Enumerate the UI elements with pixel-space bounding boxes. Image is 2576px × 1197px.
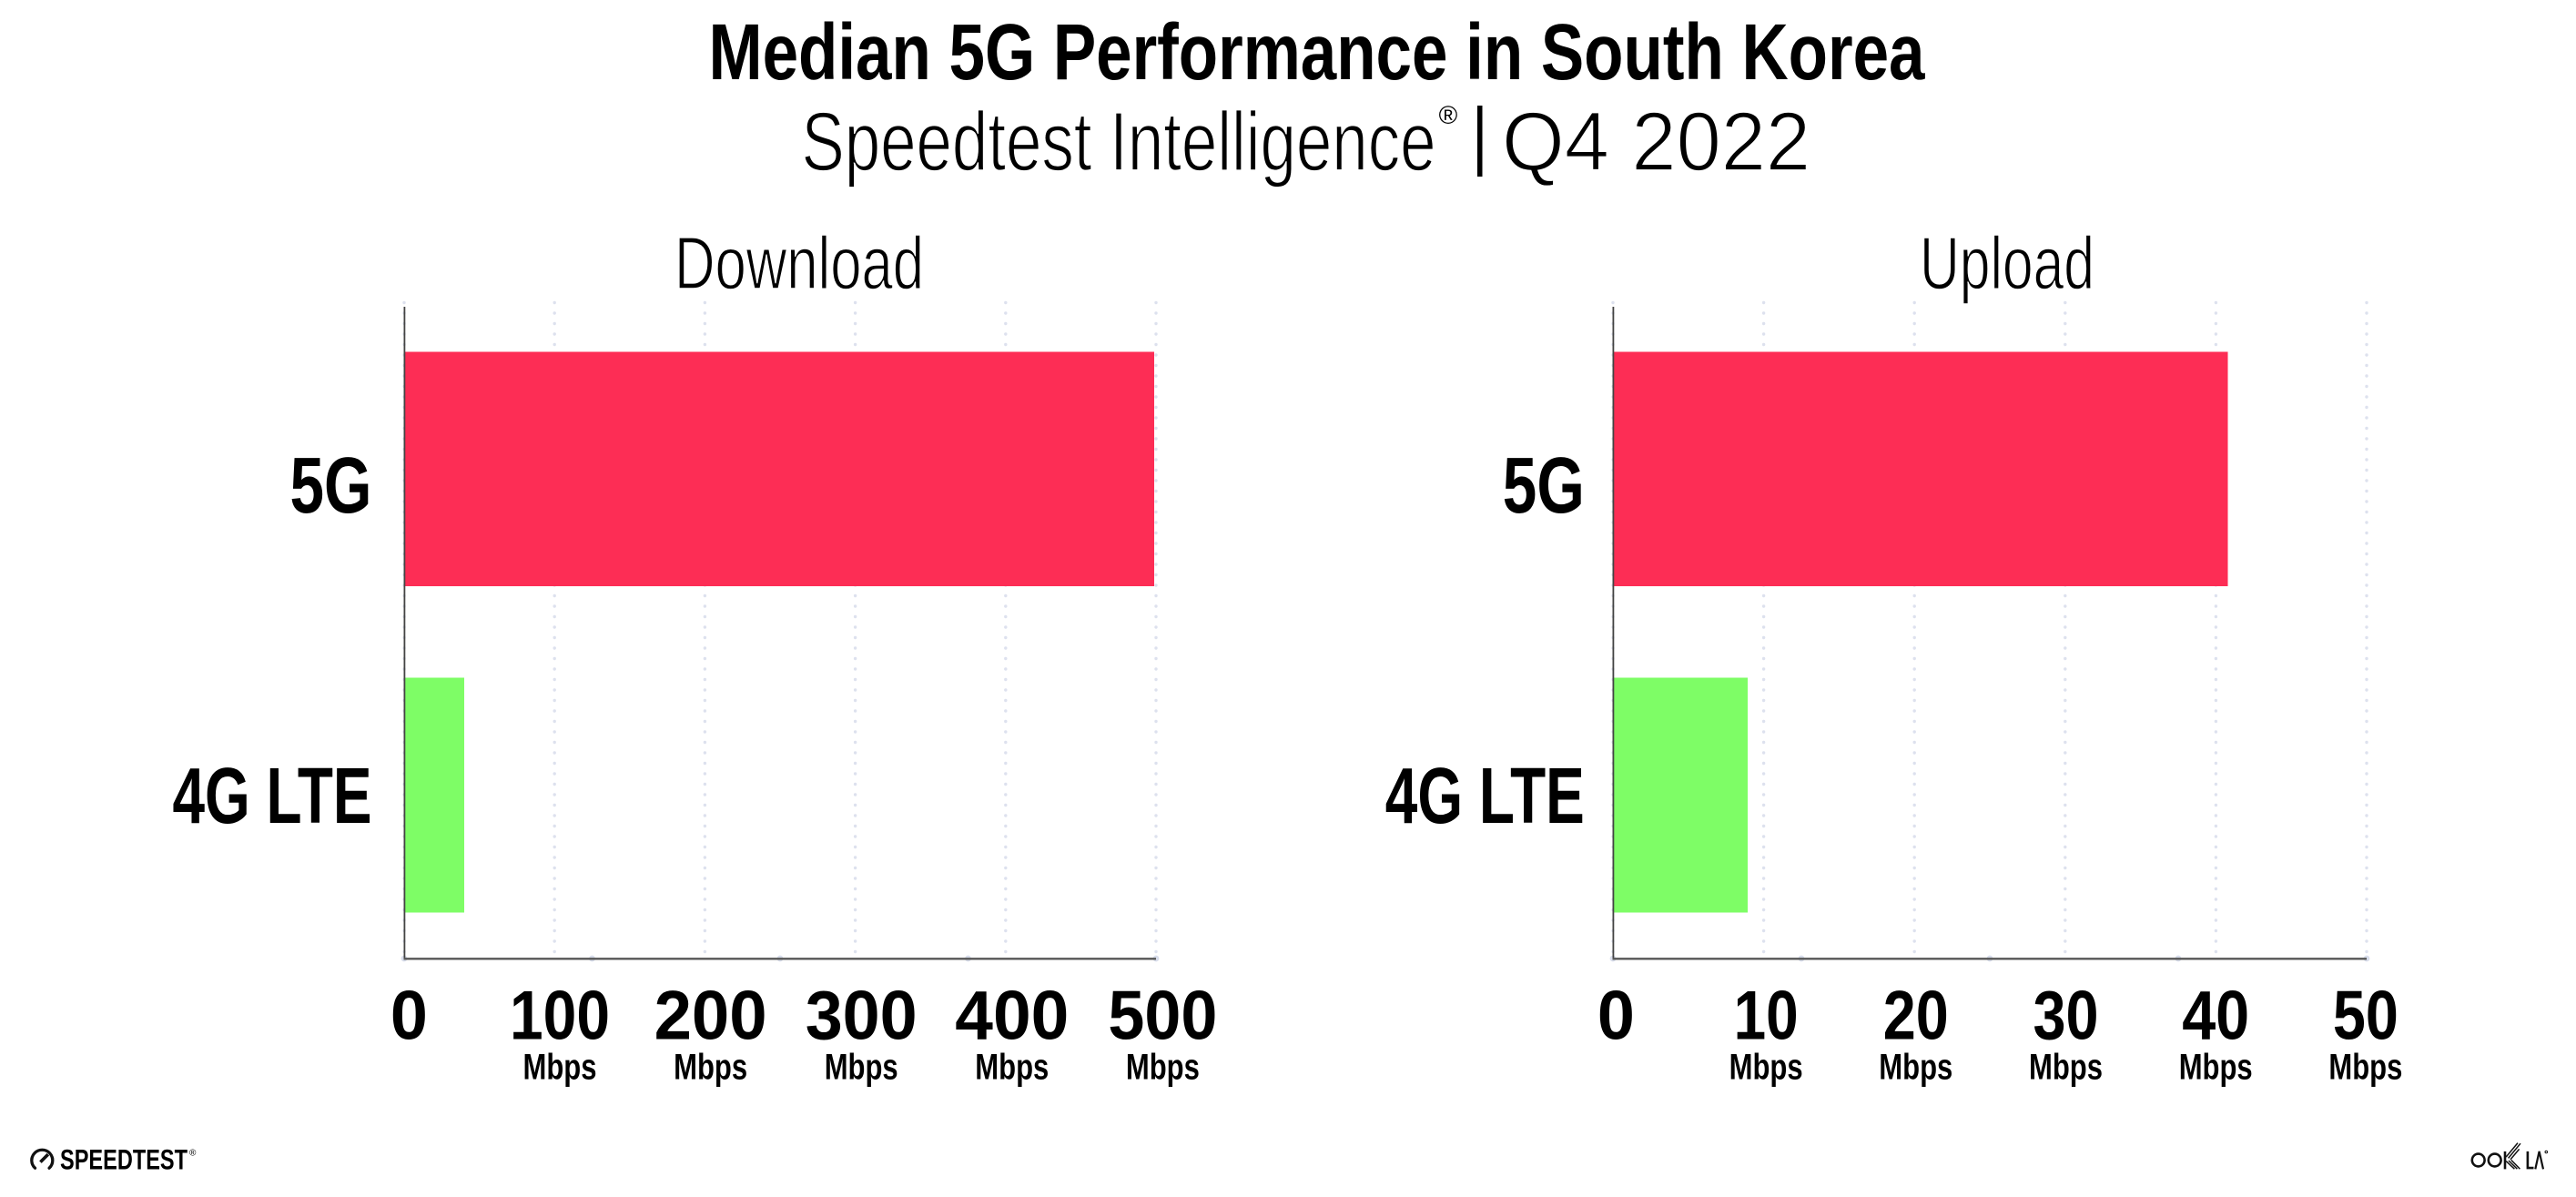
svg-text:400: 400 (955, 978, 1069, 1055)
svg-text:Mbps: Mbps (1126, 1048, 1200, 1088)
svg-text:300: 300 (806, 978, 918, 1055)
svg-text:Q4 2022: Q4 2022 (1502, 96, 1810, 188)
svg-text:Mbps: Mbps (1729, 1048, 1803, 1088)
svg-text:100: 100 (510, 978, 610, 1055)
svg-text:®: ® (189, 1149, 197, 1159)
svg-text:Mbps: Mbps (2179, 1048, 2253, 1088)
svg-text:0: 0 (1597, 978, 1635, 1055)
svg-text:0: 0 (390, 978, 428, 1055)
svg-text:Mbps: Mbps (523, 1048, 597, 1088)
svg-text:Median 5G Performance in South: Median 5G Performance in South Korea (709, 8, 1925, 96)
svg-text:30: 30 (2033, 978, 2099, 1055)
svg-text:Speedtest Intelligence: Speedtest Intelligence (802, 96, 1436, 188)
svg-text:Download: Download (674, 222, 924, 305)
svg-text:Mbps: Mbps (1879, 1048, 1952, 1088)
svg-text:Upload: Upload (1920, 222, 2094, 305)
svg-text:®: ® (1439, 101, 1458, 129)
svg-text:500: 500 (1108, 978, 1217, 1055)
svg-text:5G: 5G (1503, 441, 1585, 530)
svg-text:4G LTE: 4G LTE (173, 752, 372, 840)
svg-text:SPEEDTEST: SPEEDTEST (60, 1143, 188, 1176)
svg-text:10: 10 (1734, 978, 1799, 1055)
svg-text:40: 40 (2182, 978, 2249, 1055)
svg-text:Mbps: Mbps (975, 1048, 1049, 1088)
svg-text:Mbps: Mbps (674, 1048, 747, 1088)
svg-text:200: 200 (654, 978, 767, 1055)
svg-text:5G: 5G (290, 441, 372, 530)
svg-text:20: 20 (1883, 978, 1949, 1055)
svg-text:Mbps: Mbps (2328, 1048, 2402, 1088)
svg-text:4G LTE: 4G LTE (1385, 752, 1585, 840)
svg-text:Mbps: Mbps (2029, 1048, 2103, 1088)
svg-text:Mbps: Mbps (825, 1048, 898, 1088)
svg-text:50: 50 (2333, 978, 2399, 1055)
